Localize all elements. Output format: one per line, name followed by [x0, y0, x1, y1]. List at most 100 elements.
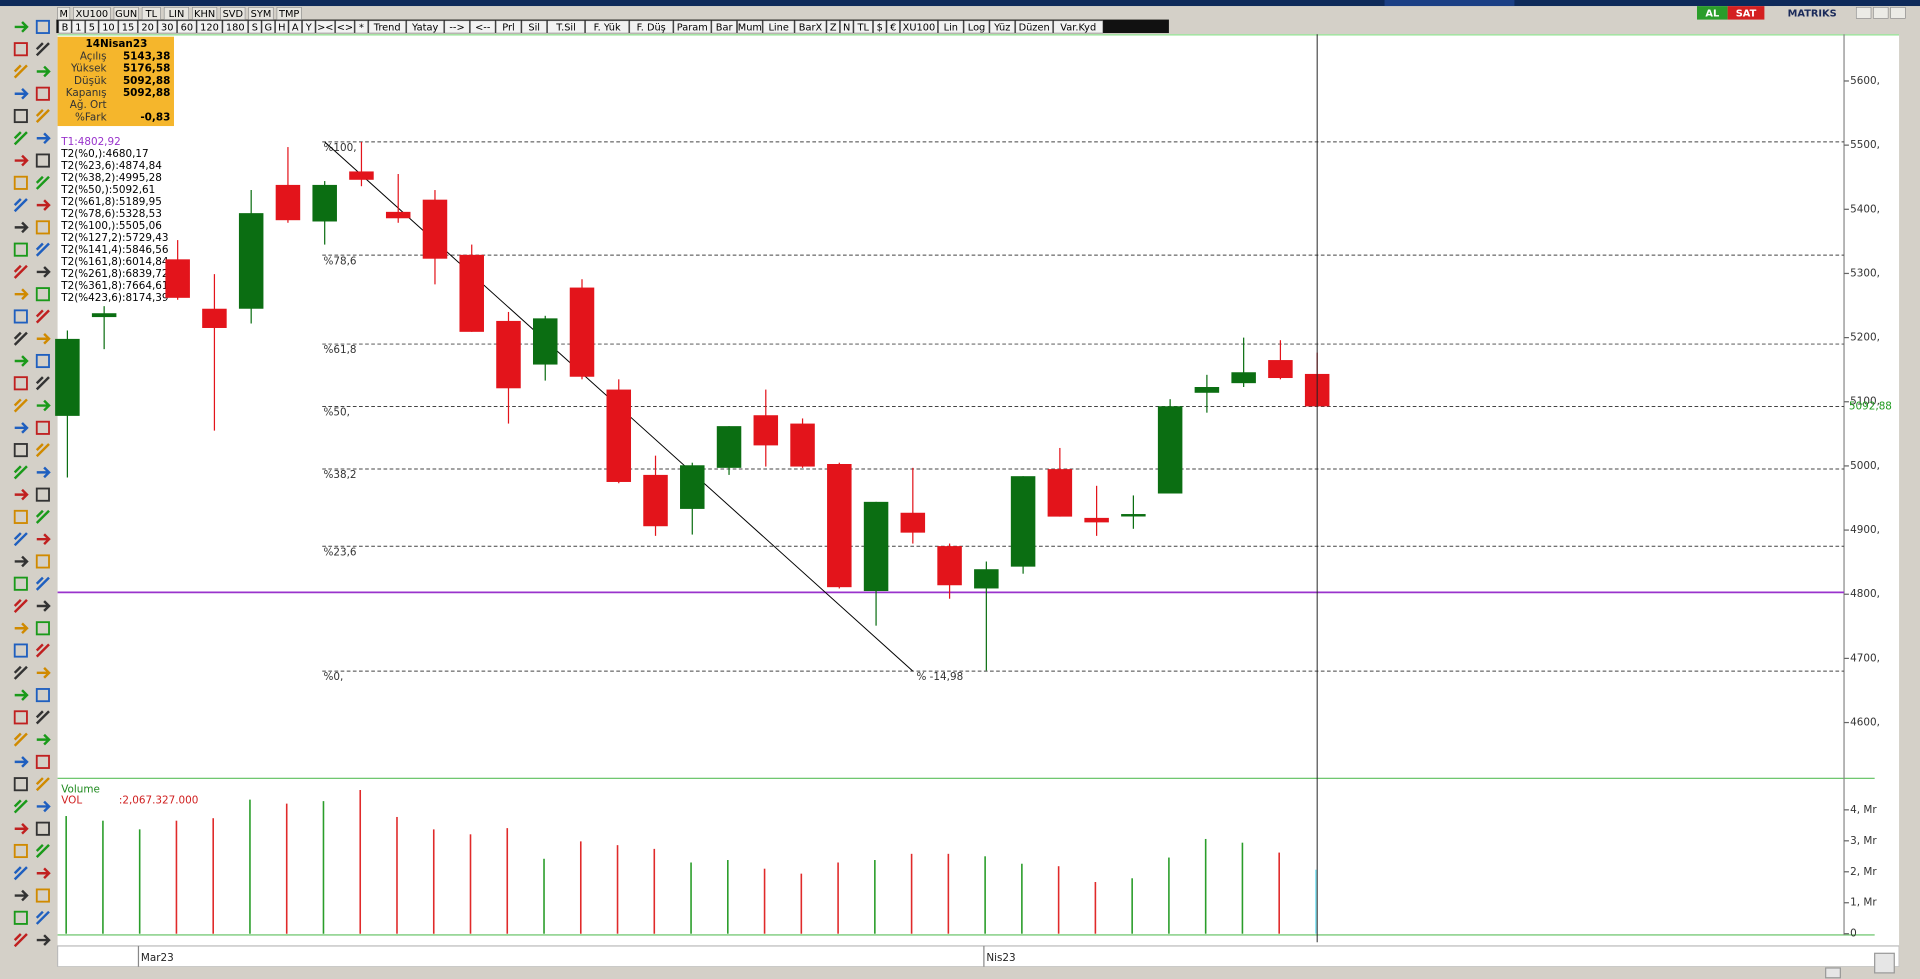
tool-icon[interactable] [35, 910, 50, 925]
tool-icon[interactable] [14, 288, 29, 300]
tool-icon[interactable] [13, 732, 28, 747]
toolbar-button-label[interactable]: <> [337, 23, 353, 34]
tool-icon[interactable] [36, 199, 51, 211]
tool-icon[interactable] [14, 555, 29, 568]
toolbar-button[interactable] [302, 20, 316, 34]
tool-icon[interactable] [13, 131, 28, 146]
tool-icon[interactable] [13, 309, 28, 324]
toolbar-button[interactable] [248, 7, 274, 20]
toolbar-button-label[interactable]: B [62, 23, 69, 34]
toolbar-button-label[interactable]: 20 [141, 23, 153, 34]
toolbar-button-label[interactable]: 180 [226, 23, 245, 34]
toolbar-button[interactable] [335, 20, 355, 34]
tool-icon[interactable] [13, 532, 28, 547]
toolbar-button[interactable] [355, 20, 368, 34]
toolbar-button[interactable] [196, 20, 223, 34]
tool-icon[interactable] [13, 398, 28, 413]
toolbar-right-button[interactable] [1727, 6, 1765, 20]
toolbar-button[interactable] [938, 20, 964, 34]
toolbar-button-label[interactable]: Line [768, 23, 788, 34]
toolbar-button-label[interactable]: Param [677, 23, 708, 34]
tool-icon[interactable] [14, 756, 29, 768]
toolbar-right-label[interactable]: SAT [1736, 8, 1757, 19]
toolbar-button[interactable] [57, 7, 71, 20]
tool-icon[interactable] [13, 777, 28, 792]
window-button[interactable] [1890, 7, 1906, 19]
toolbar-button-label[interactable]: --> [449, 23, 464, 34]
tool-icon[interactable] [35, 443, 50, 458]
toolbar-button-label[interactable]: A [292, 23, 299, 34]
tool-icon[interactable] [36, 867, 51, 880]
toolbar-button-label[interactable]: F. Düş [637, 23, 666, 34]
tool-icon[interactable] [13, 599, 28, 613]
tool-icon[interactable] [13, 710, 28, 725]
toolbar-button-label[interactable]: M [59, 9, 67, 20]
toolbar-button-label[interactable]: LIN [169, 9, 185, 20]
toolbar-button-label[interactable]: 120 [200, 23, 219, 34]
toolbar-button[interactable] [315, 20, 335, 34]
tool-icon[interactable] [13, 509, 28, 524]
toolbar-button[interactable] [220, 7, 246, 20]
tool-icon[interactable] [13, 42, 28, 57]
toolbar-button-label[interactable]: XU100 [903, 23, 936, 34]
toolbar-button-label[interactable]: Z [830, 23, 837, 34]
tool-icon[interactable] [35, 287, 50, 302]
tool-icon[interactable] [13, 866, 28, 881]
tool-icon[interactable] [35, 754, 50, 769]
tool-icon[interactable] [35, 86, 50, 101]
tool-icon[interactable] [36, 332, 51, 345]
toolbar-button-label[interactable]: Sil [528, 23, 540, 34]
tool-icon[interactable] [13, 108, 28, 124]
tool-icon[interactable] [36, 600, 51, 612]
tool-icon[interactable] [14, 422, 29, 434]
toolbar-button[interactable] [444, 20, 470, 34]
toolbar-right-button[interactable] [1697, 6, 1728, 20]
tool-icon[interactable] [35, 309, 50, 324]
toolbar-button-label[interactable]: TMP [278, 9, 299, 20]
toolbar-button-label[interactable]: Log [968, 23, 985, 34]
tool-icon[interactable] [36, 533, 51, 545]
tool-icon[interactable] [35, 509, 50, 524]
toolbar-button[interactable] [900, 20, 938, 34]
tool-icon[interactable] [35, 643, 50, 658]
toolbar-button[interactable] [873, 20, 887, 34]
toolbar-right-label[interactable]: MATRIKS [1788, 8, 1837, 19]
toolbar-button-label[interactable]: Yüz [993, 23, 1010, 34]
tool-icon[interactable] [36, 733, 51, 746]
toolbar-button[interactable] [406, 20, 444, 34]
toolbar-button-label[interactable]: H [278, 23, 285, 34]
toolbar-button-label[interactable]: Düzen [1019, 23, 1050, 34]
toolbar-button[interactable] [547, 20, 585, 34]
tool-icon[interactable] [35, 710, 50, 725]
tool-icon[interactable] [35, 376, 50, 391]
toolbar-button-label[interactable]: SYM [251, 9, 272, 20]
tool-icon[interactable] [13, 175, 28, 190]
toolbar-button-label[interactable]: Yatay [411, 23, 438, 34]
toolbar-button-label[interactable]: Y [305, 23, 312, 34]
window-button[interactable] [1855, 7, 1872, 19]
toolbar-right-button[interactable] [1774, 6, 1851, 20]
tool-icon[interactable] [35, 487, 50, 502]
toolbar-button-label[interactable]: BarX [799, 23, 823, 34]
tool-icon[interactable] [35, 888, 50, 903]
tool-icon[interactable] [13, 910, 28, 925]
toolbar-button-label[interactable]: SVD [223, 9, 243, 20]
toolbar-button[interactable] [763, 20, 795, 34]
tool-icon[interactable] [35, 19, 50, 34]
toolbar-button-label[interactable]: 5 [89, 23, 95, 34]
tool-icon[interactable] [35, 109, 50, 123]
toolbar-button[interactable] [989, 20, 1015, 34]
toolbar-button-label[interactable]: Trend [373, 23, 401, 34]
tool-icon[interactable] [14, 355, 29, 367]
toolbar-button-label[interactable]: 1 [75, 23, 81, 34]
toolbar-button[interactable] [470, 20, 496, 34]
toolbar-button[interactable] [113, 7, 139, 20]
toolbar-button[interactable] [163, 7, 189, 20]
toolbar-button[interactable] [71, 20, 85, 34]
toolbar-button[interactable] [275, 20, 289, 34]
tool-icon[interactable] [35, 220, 50, 235]
window-button[interactable] [1873, 7, 1889, 19]
toolbar-button-label[interactable]: TL [145, 9, 158, 20]
toolbar-right-label[interactable]: AL [1705, 8, 1719, 19]
toolbar-button[interactable] [629, 20, 673, 34]
